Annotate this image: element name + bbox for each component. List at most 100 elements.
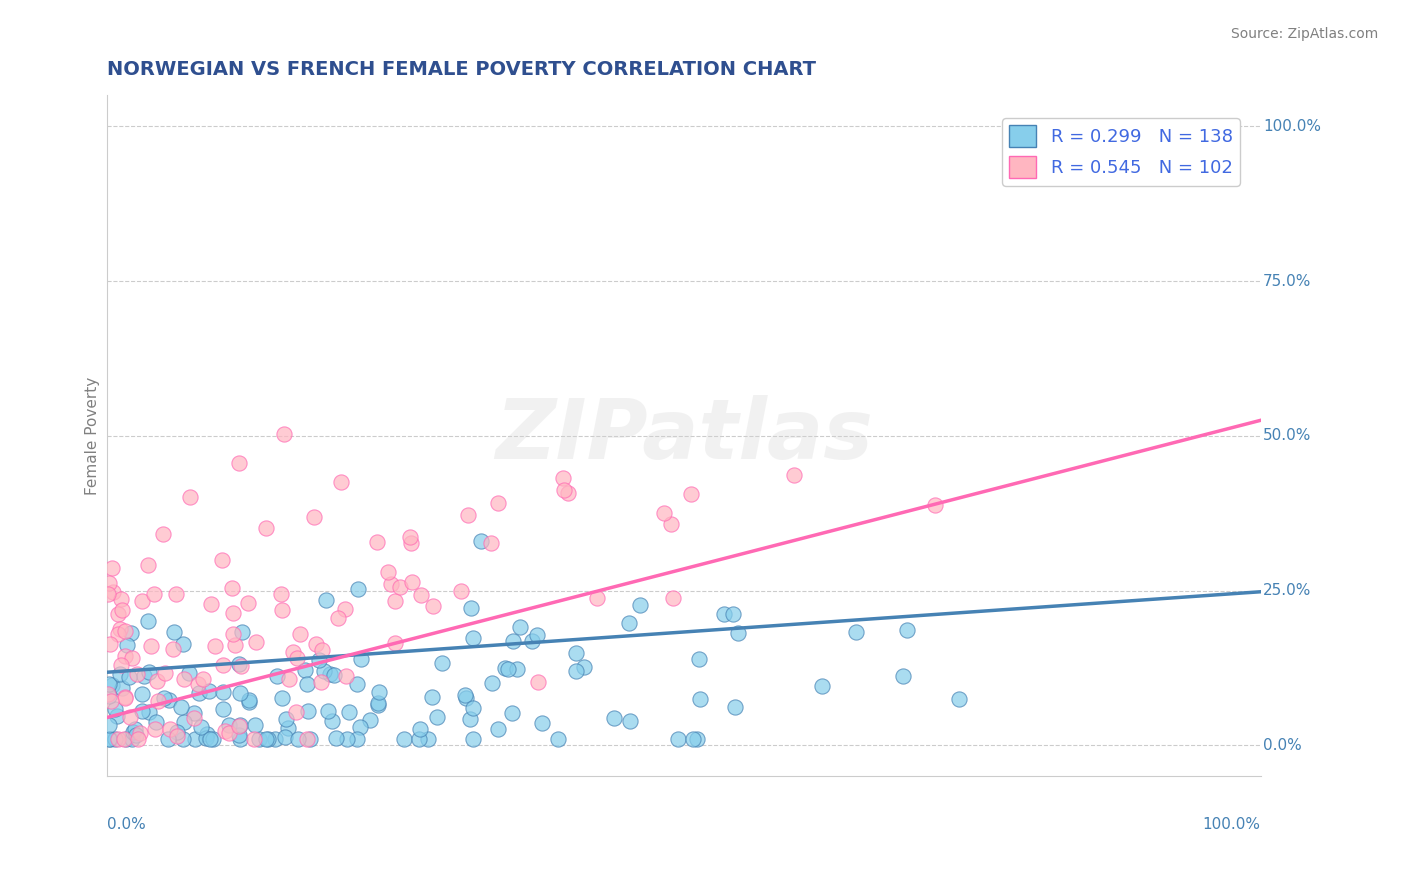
Point (177, 665, 200, 680)
Point (398, 530, 420, 544)
Point (100, 560, 122, 574)
Point (367, 697, 389, 711)
Y-axis label: Female Poverty: Female Poverty (86, 376, 100, 495)
Point (509, 620, 531, 634)
Point (458, 712, 481, 726)
Point (359, 713, 381, 727)
Text: ZIPatlas: ZIPatlas (495, 395, 873, 476)
Point (470, 534, 492, 549)
Point (229, 686, 252, 700)
Point (100, 637, 122, 651)
Point (389, 580, 412, 594)
Point (264, 732, 287, 747)
Point (98, 677, 121, 691)
Point (367, 685, 389, 699)
Point (243, 732, 266, 747)
Point (309, 675, 332, 690)
Point (183, 732, 205, 747)
Point (295, 732, 318, 747)
Point (129, 725, 152, 739)
Point (127, 732, 149, 747)
Point (628, 599, 651, 613)
Point (496, 662, 519, 676)
Point (603, 711, 626, 725)
Point (139, 640, 162, 654)
Point (297, 704, 319, 718)
Point (409, 588, 432, 602)
Point (564, 665, 586, 679)
Point (337, 705, 360, 719)
Point (367, 698, 389, 712)
Point (461, 632, 484, 646)
Point (222, 627, 245, 641)
Point (506, 662, 529, 676)
Point (97, 688, 120, 702)
Point (236, 596, 259, 610)
Point (200, 598, 222, 612)
Point (211, 553, 233, 567)
Point (688, 652, 710, 666)
Point (278, 672, 301, 686)
Point (110, 622, 132, 636)
Point (948, 692, 970, 706)
Point (131, 594, 153, 608)
Point (689, 692, 711, 706)
Point (183, 706, 205, 721)
Point (218, 718, 240, 732)
Point (335, 668, 357, 682)
Point (463, 701, 485, 715)
Point (346, 732, 368, 747)
Point (166, 725, 188, 739)
Point (349, 720, 371, 734)
Point (547, 732, 569, 747)
Point (131, 704, 153, 718)
Point (318, 704, 340, 718)
Point (221, 581, 243, 595)
Point (557, 486, 579, 500)
Point (112, 732, 135, 747)
Point (214, 724, 236, 739)
Point (96, 587, 118, 601)
Point (245, 635, 267, 649)
Point (231, 625, 253, 640)
Point (454, 689, 477, 703)
Point (143, 722, 166, 736)
Point (336, 732, 359, 747)
Point (172, 637, 194, 651)
Point (110, 592, 132, 607)
Point (138, 665, 160, 679)
Point (211, 702, 233, 716)
Point (98, 732, 121, 747)
Point (173, 672, 195, 686)
Point (107, 732, 129, 747)
Point (273, 427, 295, 442)
Point (231, 658, 253, 673)
Point (274, 731, 297, 745)
Point (330, 475, 353, 489)
Point (107, 607, 129, 621)
Text: 100.0%: 100.0% (1263, 119, 1320, 134)
Point (195, 731, 218, 745)
Point (277, 721, 299, 735)
Point (138, 705, 160, 719)
Point (238, 693, 260, 707)
Point (111, 602, 134, 616)
Point (666, 732, 689, 747)
Point (166, 729, 188, 743)
Point (136, 614, 159, 628)
Point (283, 645, 305, 659)
Point (162, 641, 184, 656)
Point (204, 640, 226, 654)
Point (527, 675, 550, 690)
Point (136, 558, 159, 573)
Point (679, 487, 702, 501)
Point (124, 722, 146, 736)
Point (295, 676, 318, 690)
Point (586, 591, 609, 606)
Point (117, 638, 139, 652)
Point (486, 495, 509, 509)
Point (461, 732, 484, 747)
Point (501, 706, 523, 720)
Point (183, 711, 205, 725)
Point (924, 498, 946, 512)
